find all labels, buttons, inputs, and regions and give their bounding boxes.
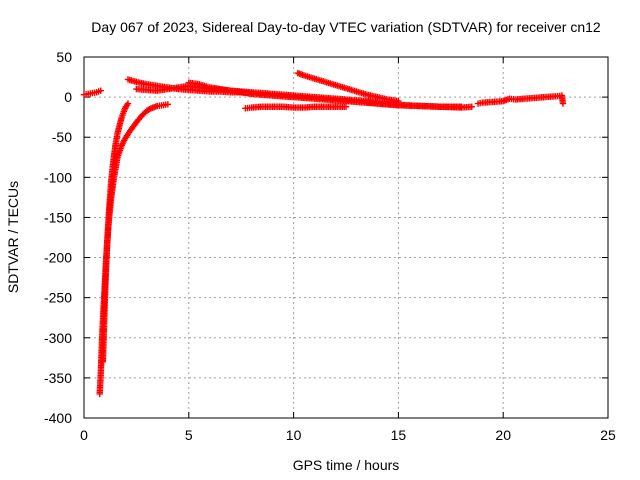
y-tick-label: -250: [44, 290, 72, 306]
y-tick-label: -150: [44, 209, 72, 225]
y-tick-label: -350: [44, 370, 72, 386]
x-tick-label: 15: [391, 427, 407, 443]
series-early-start: [80, 87, 104, 98]
y-tick-label: 50: [56, 49, 72, 65]
data-point: [124, 100, 132, 107]
y-tick-label: -200: [44, 250, 72, 266]
data-point: [342, 103, 350, 110]
y-axis-title: SDTVAR / TECUs: [5, 181, 21, 293]
x-tick-label: 20: [495, 427, 511, 443]
series-lower-flat: [242, 103, 350, 112]
x-tick-label: 10: [286, 427, 302, 443]
y-tick-label: 0: [64, 89, 72, 105]
data-point: [97, 87, 104, 94]
series-diagonal-down: [294, 69, 402, 105]
x-axis-title: GPS time / hours: [293, 457, 400, 473]
y-tick-label: -400: [44, 410, 72, 426]
series-end-segment: [474, 92, 567, 107]
y-tick-label: -50: [52, 129, 72, 145]
series-steep-branch-b: [99, 100, 132, 366]
data-point: [468, 103, 475, 110]
y-tick-label: -300: [44, 330, 72, 346]
data-point-fill: [146, 105, 153, 113]
x-tick-label: 5: [185, 427, 193, 443]
data-marks: [80, 69, 567, 398]
grid-lines: [84, 57, 608, 418]
series-late-tail: [363, 98, 475, 111]
data-point: [559, 100, 567, 107]
data-point: [164, 101, 172, 108]
x-tick-label: 0: [80, 427, 88, 443]
y-tick-label: -100: [44, 169, 72, 185]
axis-ticks: 0 5 10 15 20 25 50 0 -50 -100 -150 -200 -250 -300 -350…: [44, 49, 616, 443]
plot-area-frame: [83, 56, 609, 419]
chart-title: Day 067 of 2023, Sidereal Day-to-day VTE…: [91, 19, 601, 35]
x-tick-label: 25: [600, 427, 616, 443]
